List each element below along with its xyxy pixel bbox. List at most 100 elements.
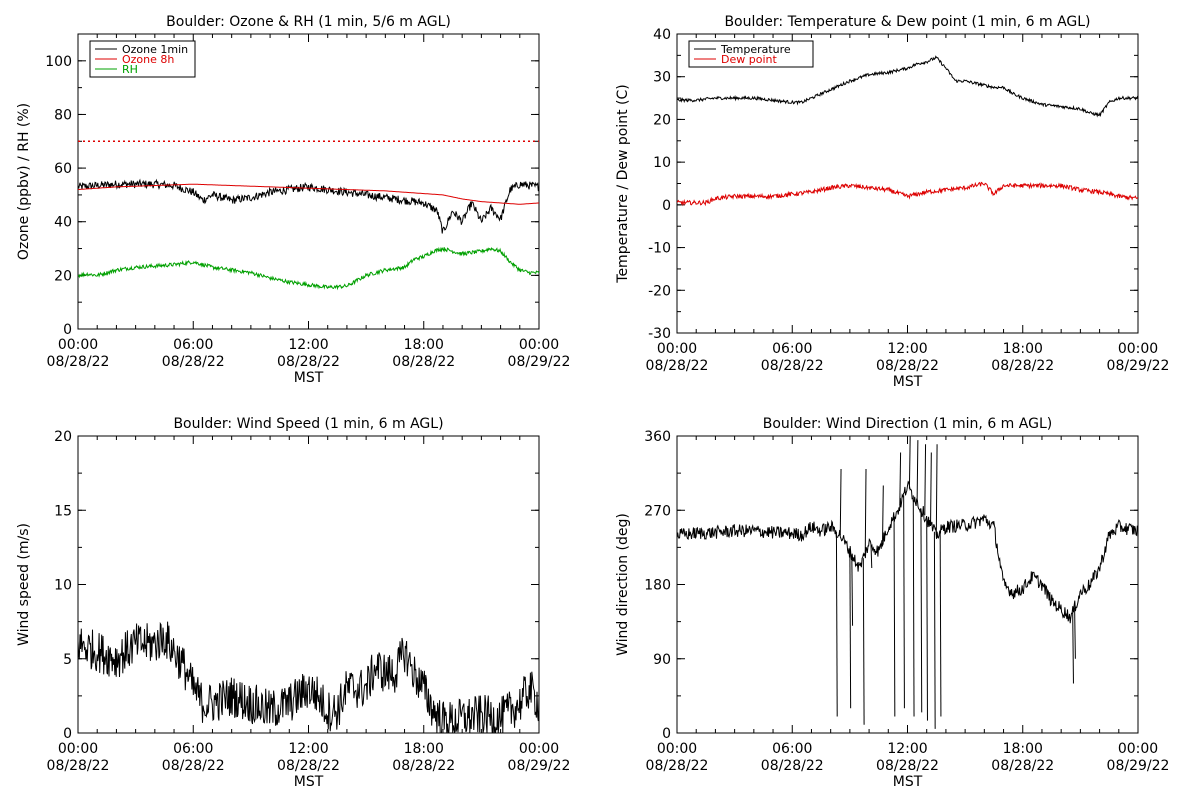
x-tick-date: 08/28/22 (761, 758, 824, 774)
x-tick-date: 08/29/22 (1107, 758, 1170, 774)
x-tick-time: 12:00 (288, 741, 328, 757)
y-tick-label: -20 (648, 283, 671, 299)
y-tick-label: -30 (648, 326, 671, 342)
x-tick-time: 12:00 (288, 337, 328, 353)
chart-title: Boulder: Wind Direction (1 min, 6 m AGL) (763, 416, 1052, 432)
x-tick-date: 08/29/22 (508, 354, 571, 370)
x-tick-date: 08/28/22 (392, 354, 455, 370)
y-tick-label: 10 (653, 155, 671, 171)
legend-box (688, 40, 814, 68)
x-axis-label: MST (294, 370, 324, 386)
direction-spike (920, 508, 923, 713)
direction-spike (899, 452, 902, 506)
x-tick-time: 18:00 (1003, 341, 1043, 357)
x-tick-time: 00:00 (58, 337, 98, 353)
y-axis-label: Temperature / Dew point (C) (615, 84, 631, 283)
series-line-wind_speed (78, 621, 539, 733)
x-tick-date: 08/29/22 (508, 758, 571, 774)
chart-title: Boulder: Ozone & RH (1 min, 5/6 m AGL) (166, 14, 451, 30)
x-tick-date: 08/28/22 (876, 358, 939, 374)
series-line-temperature (677, 55, 1138, 118)
direction-spike (839, 468, 842, 536)
direction-spike (893, 516, 896, 717)
direction-spike (864, 468, 867, 554)
y-tick-label: 270 (644, 503, 671, 519)
direction-spike (849, 551, 852, 709)
series-line-wind_direction (677, 480, 1138, 624)
x-tick-time: 06:00 (772, 341, 812, 357)
y-tick-label: -10 (648, 241, 671, 257)
x-tick-time: 00:00 (1118, 741, 1158, 757)
x-tick-date: 08/28/22 (277, 758, 340, 774)
y-axis-label: Wind direction (deg) (615, 513, 631, 656)
direction-spike (851, 554, 854, 626)
y-tick-label: 20 (54, 429, 72, 445)
direction-spike (935, 444, 938, 536)
plot-frame (77, 435, 540, 734)
x-tick-date: 08/28/22 (646, 758, 709, 774)
x-axis-label: MST (294, 774, 324, 790)
x-tick-date: 08/28/22 (277, 354, 340, 370)
x-tick-time: 06:00 (173, 337, 213, 353)
y-tick-label: 100 (45, 54, 72, 70)
direction-spike (870, 544, 873, 569)
y-tick-label: 40 (653, 27, 671, 43)
direction-spike (924, 444, 927, 516)
chart-panel-temperature: Boulder: Temperature & Dew point (1 min,… (615, 14, 1169, 390)
chart-title: Boulder: Temperature & Dew point (1 min,… (724, 14, 1090, 30)
y-tick-label: 360 (644, 429, 671, 445)
y-tick-label: 0 (662, 198, 671, 214)
y-tick-label: 40 (54, 215, 72, 231)
y-tick-label: 20 (653, 112, 671, 128)
x-tick-time: 18:00 (404, 741, 444, 757)
direction-spike (1072, 612, 1074, 684)
direction-spike (835, 531, 838, 717)
y-axis-label: Wind speed (m/s) (16, 523, 32, 646)
y-tick-label: 60 (54, 161, 72, 177)
direction-spike (882, 485, 884, 542)
chart-panel-wind_speed: Boulder: Wind Speed (1 min, 6 m AGL) 0 5 10… (16, 416, 570, 790)
y-tick-label: 20 (54, 268, 72, 284)
y-tick-label: 5 (63, 652, 72, 668)
chart-panel-wind_direction: Boulder: Wind Direction (1 min, 6 m AGL)… (615, 416, 1169, 790)
x-tick-date: 08/28/22 (162, 758, 225, 774)
x-tick-date: 08/28/22 (991, 358, 1054, 374)
y-tick-label: 10 (54, 578, 72, 594)
x-tick-date: 08/28/22 (162, 354, 225, 370)
direction-spike (1074, 607, 1076, 659)
y-tick-label: 80 (54, 107, 72, 123)
x-tick-time: 00:00 (519, 337, 559, 353)
series-line-ozone-8h (78, 183, 539, 205)
x-tick-date: 08/28/22 (761, 358, 824, 374)
series-line-dew-point (677, 181, 1138, 207)
x-axis-label: MST (893, 774, 923, 790)
legend-label: RH (122, 63, 138, 76)
y-tick-label: 90 (653, 652, 671, 668)
x-tick-date: 08/28/22 (991, 758, 1054, 774)
direction-spike (939, 531, 942, 717)
chart-title: Boulder: Wind Speed (1 min, 6 m AGL) (173, 416, 443, 432)
x-tick-time: 06:00 (173, 741, 213, 757)
x-tick-time: 18:00 (1003, 741, 1043, 757)
x-tick-date: 08/28/22 (392, 758, 455, 774)
legend-label: Ozone 1min (122, 43, 188, 56)
plot-frame (676, 33, 1139, 334)
y-tick-label: 0 (63, 726, 72, 742)
direction-spike (912, 495, 915, 717)
x-tick-time: 18:00 (404, 337, 444, 353)
direction-spike (933, 531, 936, 729)
x-tick-time: 00:00 (519, 741, 559, 757)
y-tick-label: 0 (662, 726, 671, 742)
direction-spike (862, 558, 865, 725)
x-axis-label: MST (893, 374, 923, 390)
y-tick-label: 180 (644, 578, 671, 594)
x-tick-date: 08/28/22 (47, 354, 110, 370)
x-tick-date: 08/28/22 (646, 358, 709, 374)
legend-label: Ozone 8h (122, 53, 174, 66)
y-axis-label: Ozone (ppbv) / RH (%) (16, 103, 32, 260)
x-tick-date: 08/29/22 (1107, 358, 1170, 374)
x-tick-time: 00:00 (657, 341, 697, 357)
x-tick-date: 08/28/22 (47, 758, 110, 774)
chart-panel-ozone: Boulder: Ozone & RH (1 min, 5/6 m AGL) 0 2… (16, 14, 570, 386)
